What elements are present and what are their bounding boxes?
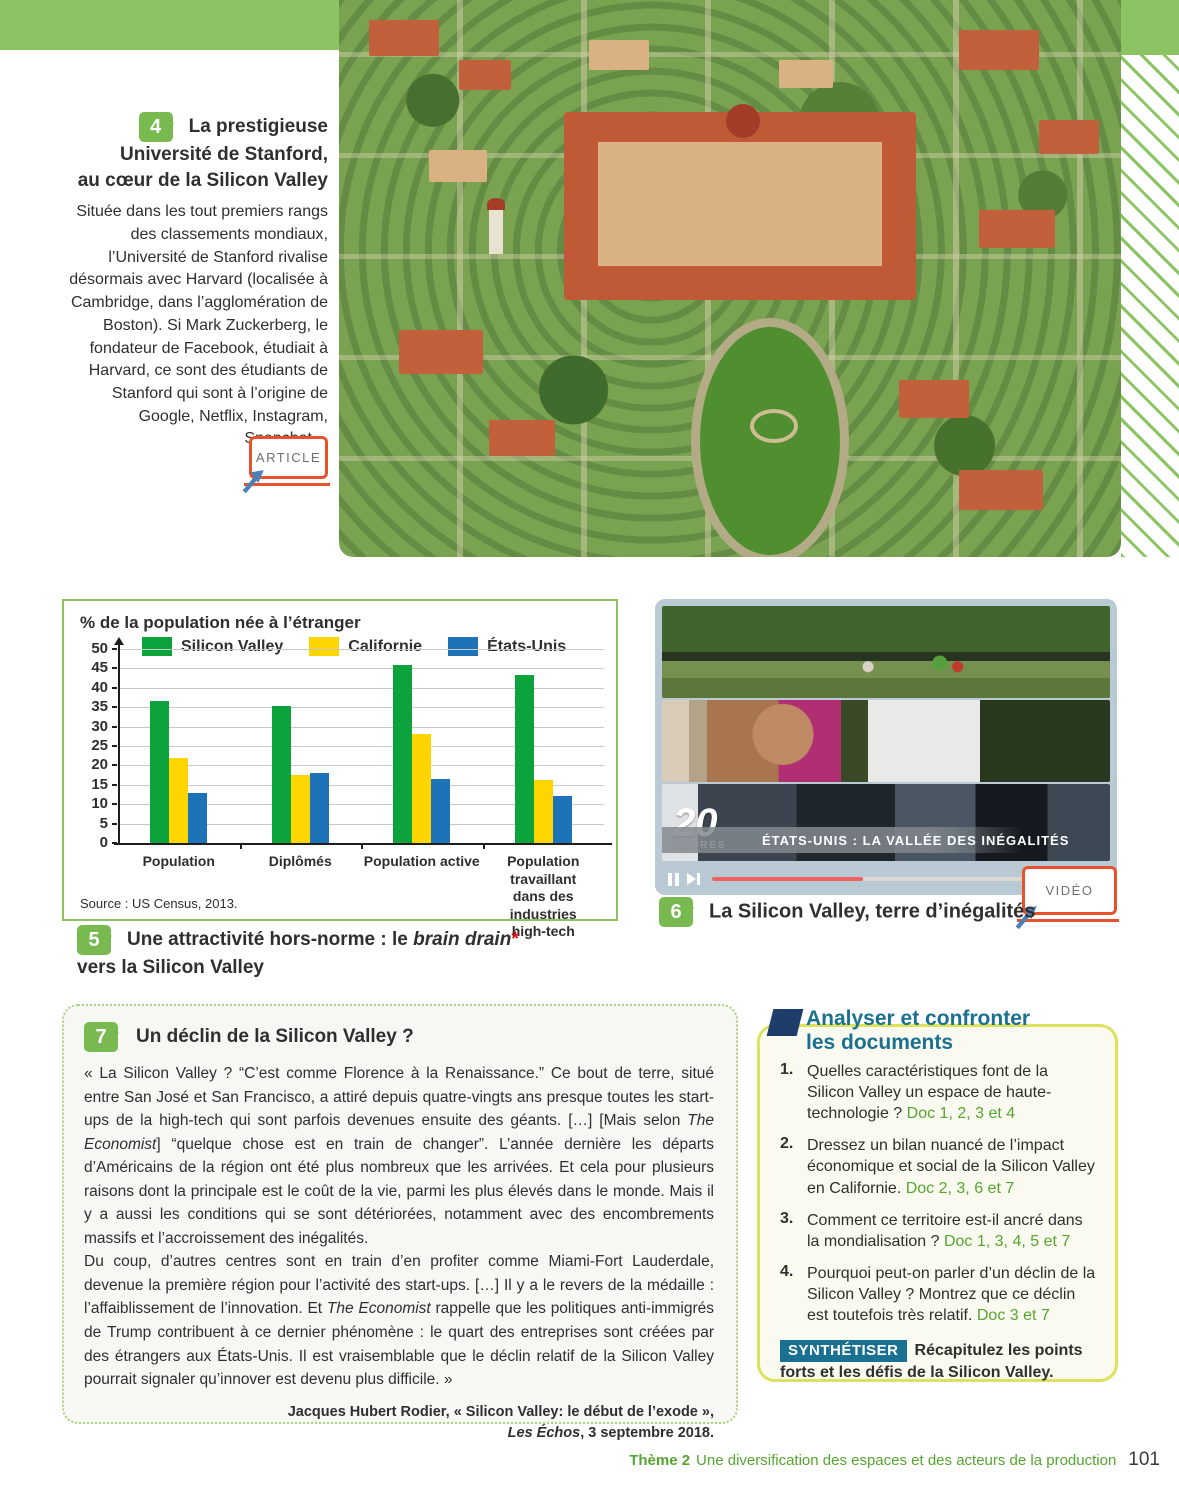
corner-green-block [1121, 0, 1179, 55]
article-underline [244, 483, 330, 486]
skip-next-icon[interactable] [687, 873, 700, 885]
building [369, 20, 439, 56]
synthesize-badge: SYNTHÉTISER [780, 1340, 907, 1363]
building [979, 210, 1055, 248]
footer-theme: Thème 2 [629, 1452, 691, 1469]
bar-États-Unis [552, 796, 572, 843]
bar-États-Unis [431, 778, 451, 843]
building [779, 60, 833, 88]
chart-panel: % de la population née à l’étranger Sili… [62, 599, 618, 939]
doc7-number-tab: 7 [84, 1022, 119, 1052]
building [589, 40, 649, 70]
bar-Californie [412, 734, 432, 843]
video-underline [1017, 919, 1119, 922]
doc6-caption-text: La Silicon Valley, terre d’inégalités [709, 900, 1036, 923]
questions-header: Analyser et confronter les documents [766, 1007, 1031, 1055]
legend-item: États-Unis [448, 637, 566, 656]
doc5-caption-line2: vers la Silicon Valley [77, 957, 264, 978]
bar-Silicon Valley [393, 665, 413, 843]
doc5-caption: 5 Une attractivité hors-norme : le brain … [77, 925, 637, 982]
article-button-wrap: ARTICLE [242, 436, 330, 494]
doc7-panel: 7 Un déclin de la Silicon Valley ? « La S… [62, 1004, 738, 1441]
video-thumb-strip-man [662, 700, 1110, 782]
chart-legend: Silicon Valley Californie États-Unis [142, 637, 566, 656]
video-button[interactable]: VIDÉO [1022, 866, 1117, 915]
stanford-aerial-photo [339, 0, 1121, 557]
doc7-title-row: 7 Un déclin de la Silicon Valley ? [84, 1022, 714, 1052]
video-player[interactable]: 20HEURES ÉTATS-UNIS : LA VALLÉE DES INÉG… [655, 599, 1117, 895]
cursor-arrow-icon [242, 470, 264, 494]
doc6-number-tab: 6 [659, 897, 694, 927]
building [1039, 120, 1099, 154]
doc4-block: 4 La prestigieuse Université de Stanford,… [64, 112, 328, 451]
building [429, 150, 487, 182]
bar-Silicon Valley [514, 674, 534, 843]
doc7-paragraph-2: Du coup, d’autres centres sont en train … [84, 1253, 714, 1389]
doc4-title-line1: 4 La prestigieuse [64, 112, 328, 142]
synthesize-row: SYNTHÉTISER Récapitulez les points forts … [780, 1340, 1099, 1383]
building [459, 60, 511, 90]
building [399, 330, 483, 374]
bar-États-Unis [188, 792, 208, 843]
question-item: 3. Comment ce territoire est-il ancré dan… [780, 1209, 1083, 1250]
legend-item: Silicon Valley [142, 637, 283, 656]
hoover-tower [487, 198, 505, 254]
cursor-arrow-icon [1015, 906, 1037, 930]
doc7-paragraph-1: « La Silicon Valley ? “C’est comme Flore… [84, 1065, 714, 1247]
building [959, 30, 1039, 70]
doc4-title-line3: au cœur de la Silicon Valley [77, 169, 328, 191]
blue-flag-icon [766, 1009, 804, 1036]
building [899, 380, 969, 418]
question-item: 2. Dressez un bilan nuancé de l’impact éc… [780, 1135, 1095, 1197]
question-item: 1. Quelles caractéristiques font de la Si… [780, 1061, 1052, 1123]
footer-text: Une diversification des espaces et des a… [696, 1452, 1117, 1469]
chart-title: % de la population née à l’étranger [80, 613, 361, 632]
building [489, 420, 555, 456]
doc7-title: Un déclin de la Silicon Valley ? [136, 1026, 414, 1048]
doc4-title-line2: Université de Stanford, [120, 144, 328, 165]
page-number: 101 [1128, 1449, 1160, 1470]
bar-Silicon Valley [150, 701, 170, 843]
doc5-number-tab: 5 [77, 925, 112, 955]
question-item: 4. Pourquoi peut-on parler d’un déclin de… [780, 1262, 1096, 1325]
pause-icon[interactable] [668, 872, 679, 886]
doc7-citation: Jacques Hubert Rodier, « Silicon Valley:… [287, 1403, 714, 1441]
progress-fill [712, 877, 864, 881]
building [959, 470, 1043, 510]
main-quad-buildings [564, 104, 916, 300]
synthesize-text: Récapitulez les points forts et les défi… [780, 1342, 1083, 1381]
doc5-caption-line1: Une attractivité hors-norme : le brain d… [127, 929, 519, 951]
doc6-caption: 6 La Silicon Valley, terre d’inégalités [659, 897, 1119, 927]
chart-source: Source : US Census, 2013. [80, 896, 238, 911]
video-thumb-strip-volleyball [662, 606, 1110, 698]
bar-États-Unis [309, 773, 329, 843]
legend-item: Californie [309, 637, 422, 656]
questions-panel: Analyser et confronter les documents 1. Qu… [757, 1007, 1118, 1383]
progress-bar[interactable] [712, 877, 1072, 881]
doc4-number-tab: 4 [138, 112, 174, 142]
video-button-wrap: VIDÉO [1015, 866, 1119, 930]
video-title-banner: ÉTATS-UNIS : LA VALLÉE DES INÉGALITÉS [662, 827, 1068, 853]
top-green-band [0, 0, 339, 50]
oval-lawn [691, 318, 849, 557]
bar-Californie [290, 775, 310, 843]
bar-Silicon Valley [271, 706, 291, 843]
questions-title: Analyser et confronter les documents [806, 1007, 1031, 1055]
bar-Californie [169, 757, 189, 843]
doc4-body-text: Située dans les tout premiers rangs des … [69, 203, 328, 447]
page-footer: Thème 2 Une diversification des espaces … [629, 1449, 1160, 1471]
questions-list: 1. Quelles caractéristiques font de la Si… [780, 1061, 1099, 1326]
bar-Californie [533, 779, 553, 843]
corner-diagonal-stripes [1121, 55, 1179, 557]
bar-chart: Silicon Valley Californie États-Unis 0 5 10 1… [78, 637, 612, 939]
